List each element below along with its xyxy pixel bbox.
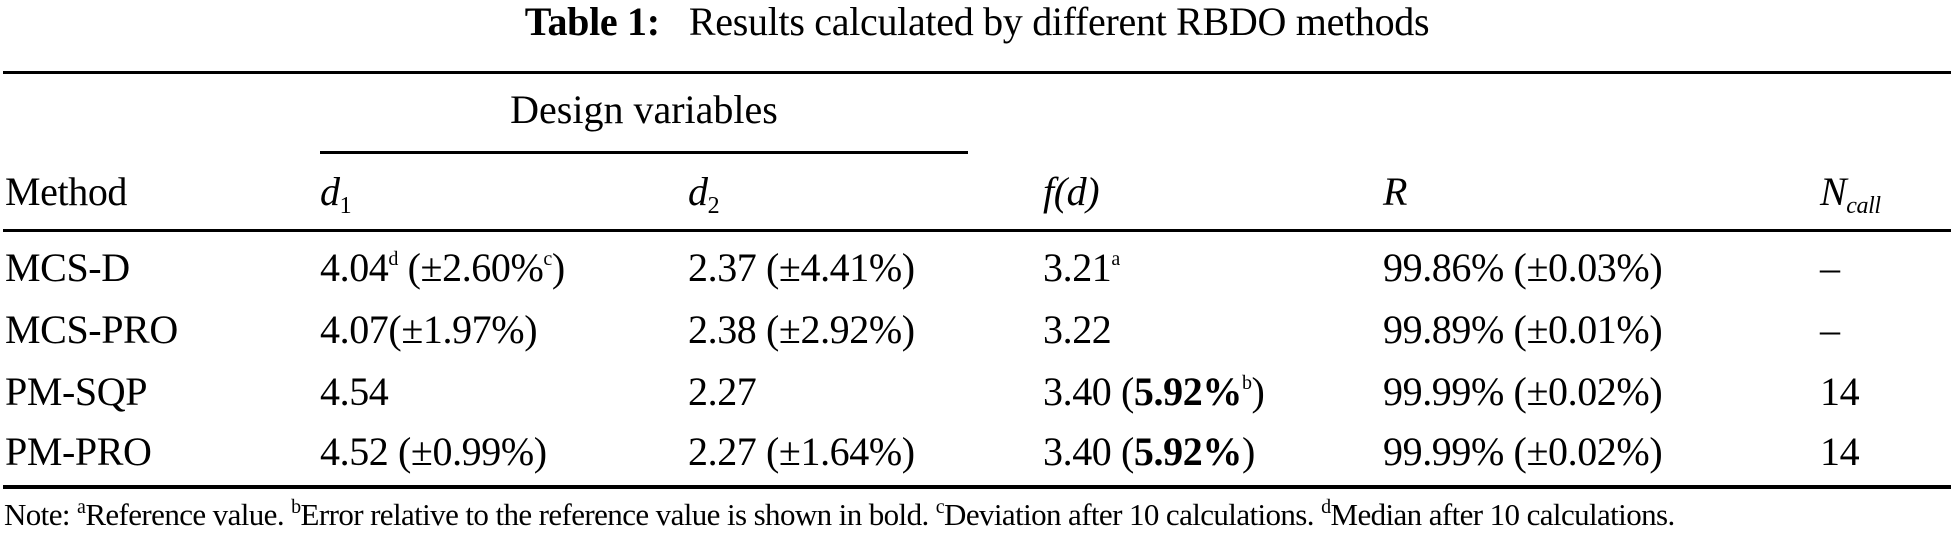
note-text-d: Median after 10 calculations. [1330, 497, 1675, 532]
header-objective: f(d) [1043, 169, 1100, 214]
header-d1-sub: 1 [339, 193, 352, 219]
cell-reliability: 99.86% (±0.03%) [1383, 245, 1663, 290]
cell-d1: 4.07(±1.97%) [320, 307, 538, 352]
note-text-a: Reference value. [85, 497, 292, 532]
cell-objective-value: 3.40 ( [1043, 369, 1134, 414]
note-prefix: Note: [4, 497, 78, 532]
cell-ncall: – [1820, 245, 1840, 290]
cell-objective: 3.40 (5.92%b) [1043, 369, 1265, 414]
header-ncall-base: N [1820, 169, 1847, 214]
cell-objective-value: 3.40 ( [1043, 429, 1134, 474]
header-reliability: R [1383, 169, 1408, 214]
footnote-mark-c: c [543, 248, 552, 270]
cell-d1: 4.04d (±2.60%c) [320, 246, 565, 290]
cell-objective-close: ) [1251, 369, 1265, 414]
header-ncall: Ncall [1820, 169, 1881, 219]
header-method: Method [5, 169, 128, 214]
header-d2: d2 [688, 169, 720, 219]
note-text-b: Error relative to the reference value is… [300, 497, 936, 532]
design-variables-span-rule [320, 151, 968, 154]
caption-label: Table 1: [524, 0, 660, 44]
header-d1: d1 [320, 169, 352, 219]
cell-reliability: 99.99% (±0.02%) [1383, 429, 1663, 474]
cell-d1: 4.52 (±0.99%) [320, 429, 547, 474]
cell-d2: 2.27 [688, 369, 757, 414]
footnote-mark-a: a [1111, 248, 1120, 270]
cell-objective-error: 5.92% [1133, 429, 1242, 474]
top-rule [3, 71, 1951, 74]
cell-method: PM-PRO [5, 429, 152, 474]
header-d1-base: d [320, 169, 340, 214]
caption-text: Results calculated by different RBDO met… [688, 0, 1430, 44]
cell-objective: 3.40 (5.92%) [1043, 430, 1255, 474]
cell-ncall: – [1820, 307, 1840, 352]
cell-d1-deviation: (±2.60% [398, 245, 544, 290]
cell-method: MCS-D [5, 245, 130, 290]
note-mark-c: c [935, 496, 945, 518]
header-rule [3, 229, 1951, 232]
cell-method: PM-SQP [5, 369, 148, 414]
group-header-design-variables: Design variables [510, 87, 778, 132]
cell-objective-error: 5.92% [1133, 369, 1242, 414]
header-d2-base: d [688, 169, 708, 214]
note-mark-d: d [1321, 496, 1331, 518]
header-ncall-sub: call [1846, 193, 1881, 219]
cell-d2: 2.37 (±4.41%) [688, 245, 915, 290]
cell-reliability: 99.99% (±0.02%) [1383, 369, 1663, 414]
cell-d2: 2.27 (±1.64%) [688, 429, 915, 474]
cell-d1-value: 4.04 [320, 245, 389, 290]
caption-text-spacer [669, 0, 679, 44]
cell-d1-close: ) [551, 245, 565, 290]
note-text-c: Deviation after 10 calculations. [944, 497, 1322, 532]
bottom-rule [3, 485, 1951, 489]
cell-objective: 3.22 [1043, 307, 1112, 352]
note-mark-a: a [77, 496, 86, 518]
cell-objective-value: 3.21 [1043, 245, 1112, 290]
cell-reliability: 99.89% (±0.01%) [1383, 307, 1663, 352]
cell-ncall: 14 [1820, 369, 1860, 414]
header-d2-sub: 2 [707, 193, 720, 219]
table-caption: Table 1: Results calculated by different… [0, 0, 1954, 44]
note-mark-b: b [291, 496, 301, 518]
cell-objective-close: ) [1241, 429, 1255, 474]
cell-d2: 2.38 (±2.92%) [688, 307, 915, 352]
cell-ncall: 14 [1820, 429, 1860, 474]
footnote-mark-d: d [388, 248, 399, 270]
cell-d1: 4.54 [320, 369, 389, 414]
cell-objective: 3.21a [1043, 246, 1120, 290]
footnote-mark-b: b [1241, 372, 1252, 394]
table-note: Note: aReference value. bError relative … [4, 497, 1954, 533]
cell-method: MCS-PRO [5, 307, 178, 352]
